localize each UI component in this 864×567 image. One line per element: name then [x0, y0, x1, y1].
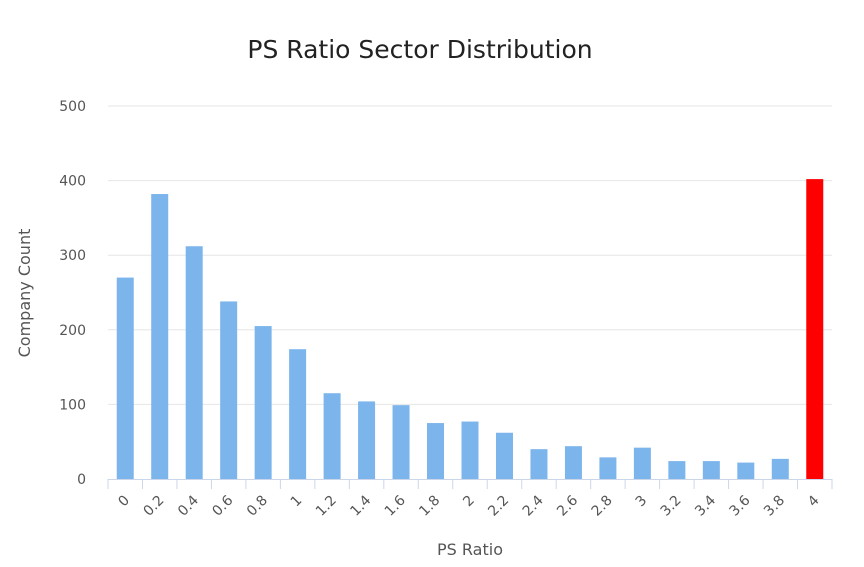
bar [633, 447, 651, 479]
x-tick-label: 2.2 [485, 493, 512, 520]
y-tick-label: 100 [59, 397, 86, 413]
x-tick-label: 0.6 [209, 492, 236, 519]
x-tick-label: 3.4 [692, 492, 719, 519]
bar [771, 458, 789, 479]
y-tick-label: 300 [59, 248, 86, 264]
bar [564, 446, 582, 479]
y-axis-tick-labels: 0 100 200 300 400 500 [59, 99, 86, 488]
bar [530, 449, 548, 479]
x-axis-title: PS Ratio [437, 540, 503, 559]
x-tick-label: 1 [288, 493, 306, 511]
x-tick-label: 1.4 [347, 492, 374, 519]
bar [323, 393, 341, 479]
x-tick-label: 1.8 [416, 493, 443, 520]
x-tick-label: 2 [460, 493, 478, 511]
x-tick-label: 1.6 [382, 492, 409, 519]
x-tick-label: 2.8 [589, 493, 616, 520]
chart-title: PS Ratio Sector Distribution [247, 35, 592, 64]
bar [151, 194, 169, 479]
bar [461, 421, 479, 479]
y-tick-label: 0 [77, 472, 86, 488]
x-tick-label: 0.8 [244, 493, 271, 520]
bar [185, 246, 203, 479]
bar [702, 461, 720, 479]
bars [116, 179, 824, 479]
bar [737, 462, 755, 479]
y-axis-title: Company Count [15, 229, 34, 358]
x-tick-label: 2.4 [520, 492, 547, 519]
x-tick-label: 3.2 [658, 493, 685, 520]
x-tick-label: 3 [633, 493, 651, 511]
bar [806, 179, 824, 479]
bar [599, 457, 617, 479]
x-axis-ticks: 0 0.2 0.4 0.6 0.8 1 1.2 1.4 1.6 1.8 2 2.2 2.4 2.6 2.8 3… [107, 479, 833, 520]
bar [289, 349, 307, 479]
y-tick-label: 200 [59, 323, 86, 339]
grid-lines [108, 105, 832, 405]
x-tick-label: 3.6 [727, 492, 754, 519]
x-tick-label: 0.4 [175, 492, 202, 519]
y-tick-label: 500 [59, 99, 86, 115]
bar [220, 301, 238, 479]
bar [116, 277, 134, 479]
x-tick-label: 1.2 [313, 493, 340, 520]
x-tick-label: 0.2 [140, 493, 167, 520]
bar [495, 432, 513, 479]
bar [254, 326, 272, 479]
x-tick-label: 3.8 [761, 493, 788, 520]
x-tick-label: 2.6 [554, 492, 581, 519]
x-tick-label: 0 [115, 493, 133, 511]
bar [392, 405, 410, 479]
bar [427, 423, 445, 479]
bar [358, 401, 376, 479]
x-tick-label: 4 [805, 492, 823, 510]
y-tick-label: 400 [59, 174, 86, 190]
bar [668, 461, 686, 479]
